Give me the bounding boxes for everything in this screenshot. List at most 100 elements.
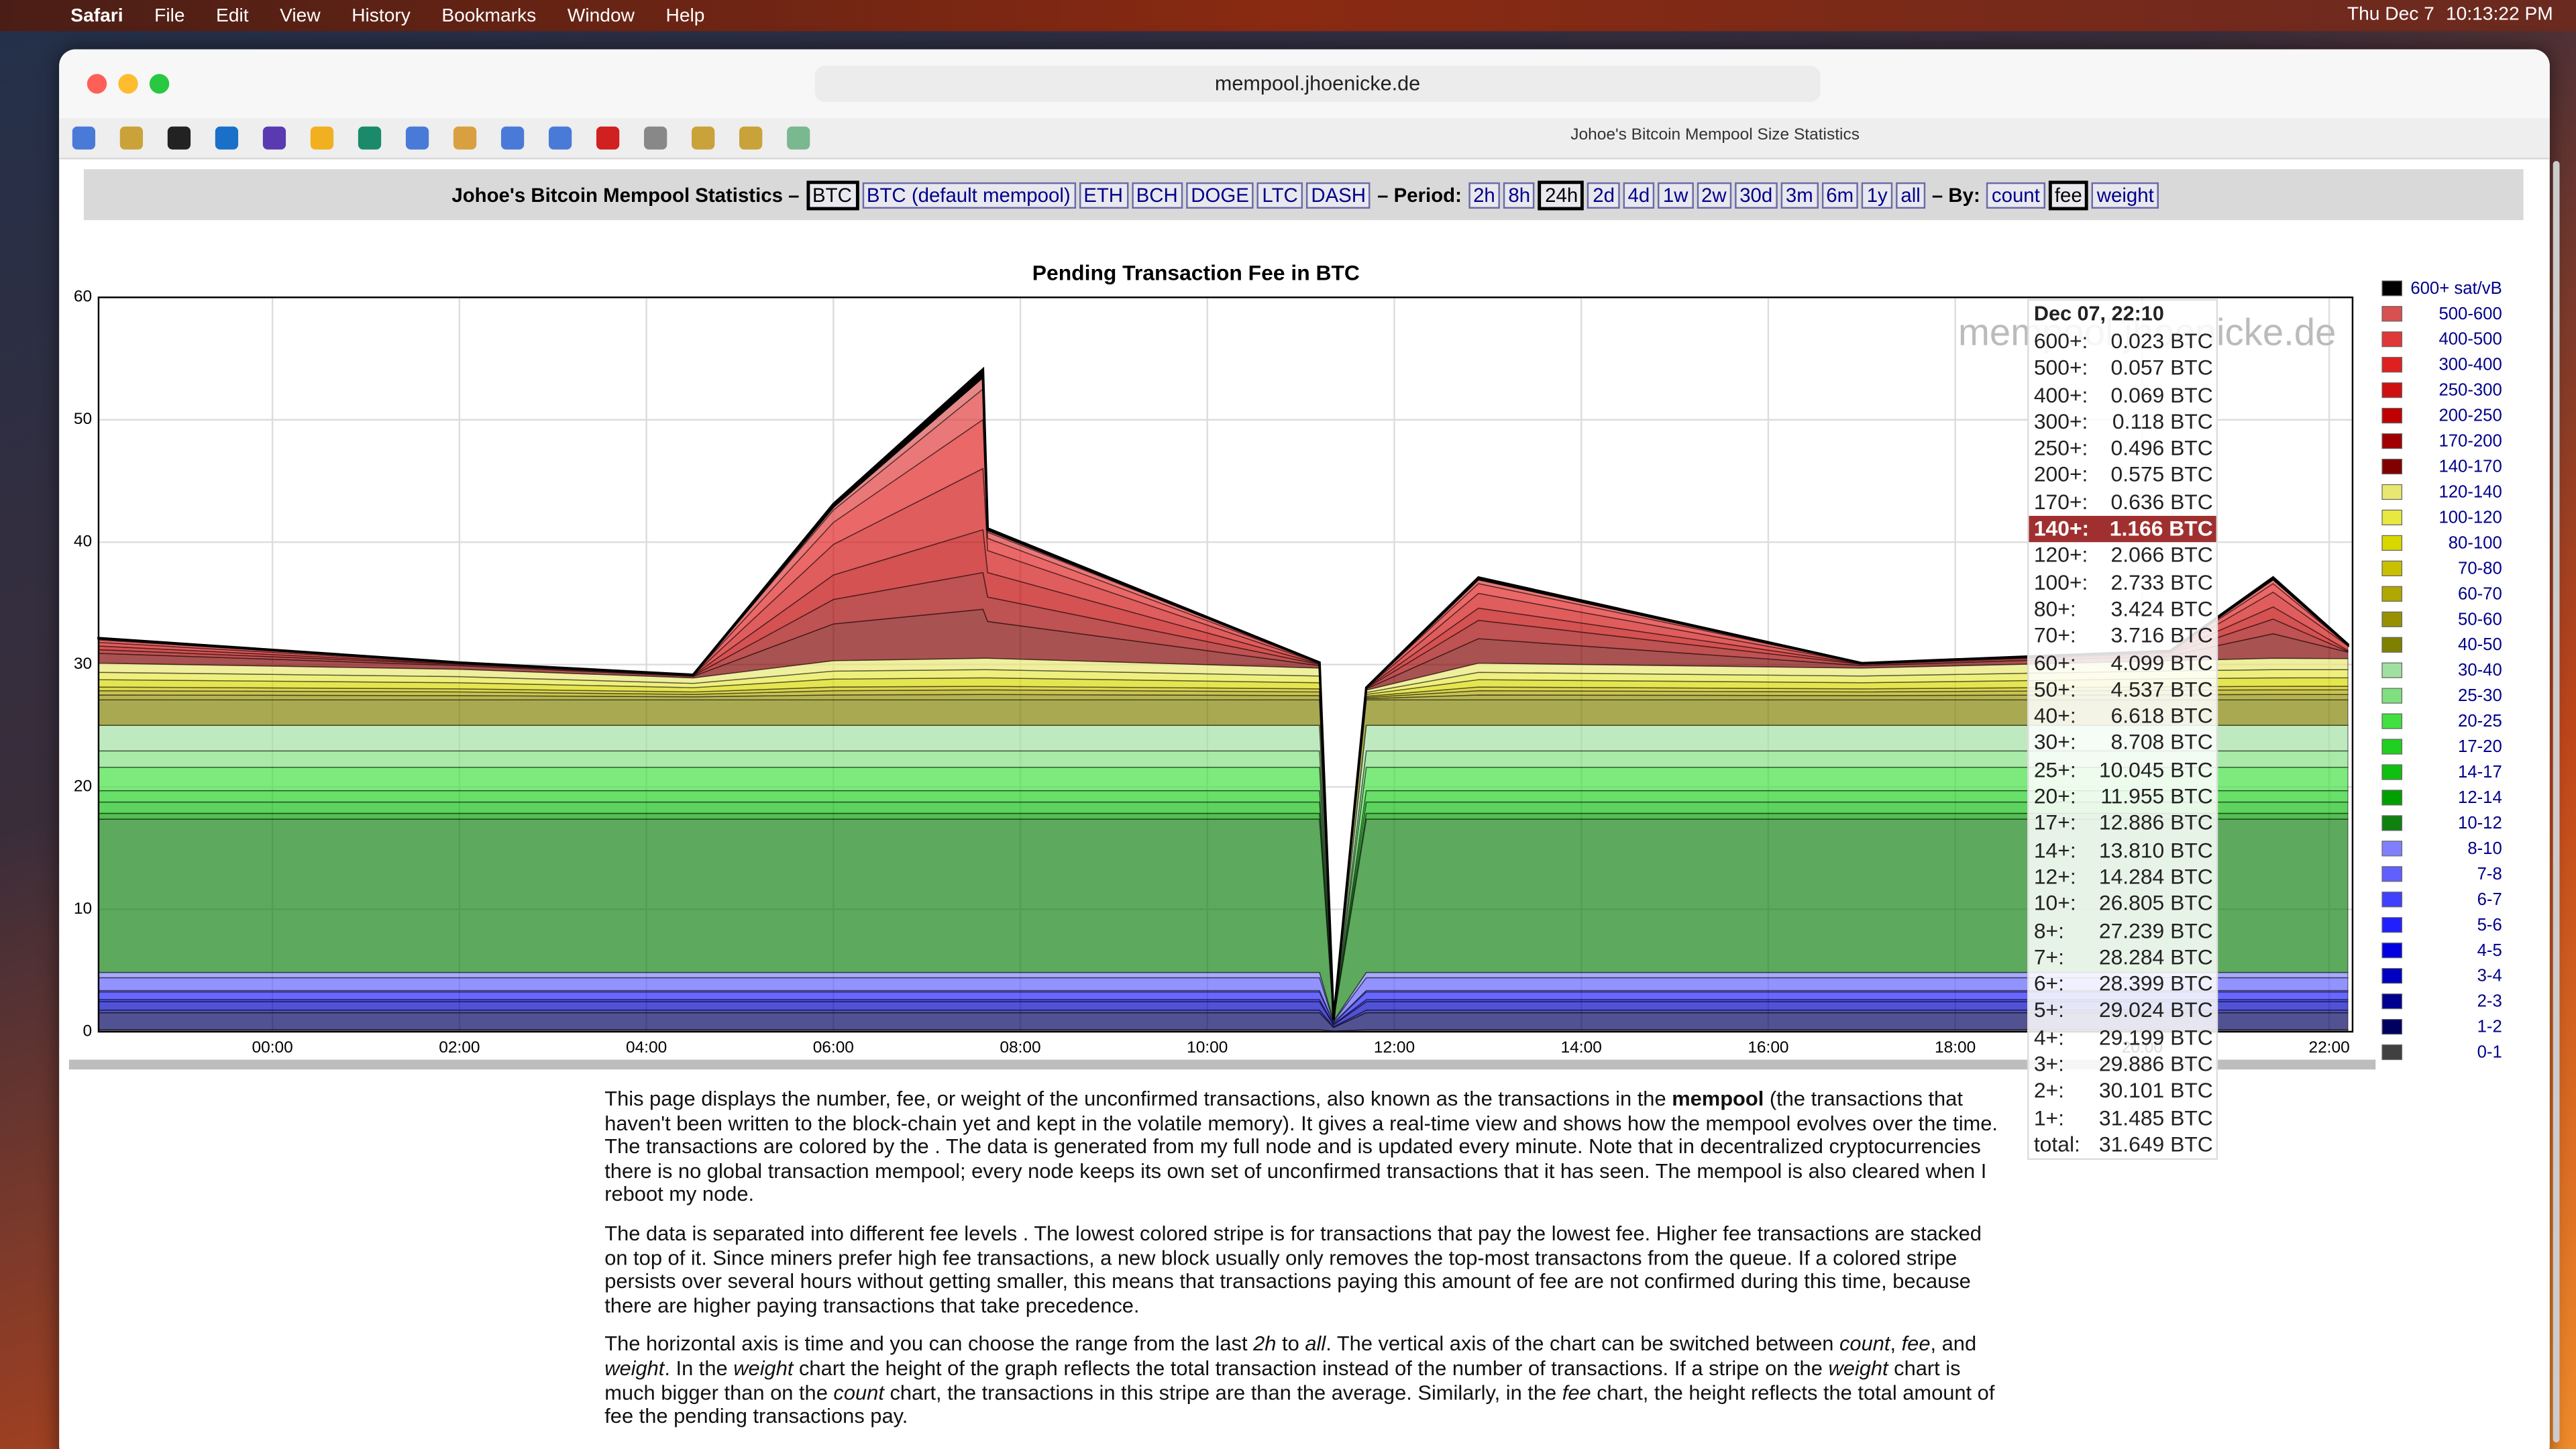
legend-label: 400-500	[2438, 330, 2502, 349]
bookmark[interactable]	[548, 126, 572, 150]
tooltip-row: 4+: 29.199 BTC	[2029, 1024, 2216, 1051]
legend-label: 40-50	[2458, 635, 2502, 654]
paragraph: The horizontal axis is time and you can …	[604, 1333, 2001, 1429]
legend-label: 4-5	[2477, 941, 2502, 960]
legend-label: 7-8	[2477, 865, 2502, 883]
tooltip-value: 29.199 BTC	[2098, 1024, 2213, 1050]
nav-button[interactable]: 2w	[1696, 181, 1731, 208]
nav-button[interactable]: fee	[2048, 180, 2089, 210]
vertical-scrollbar[interactable]	[2553, 161, 2560, 1443]
menu-item[interactable]: Bookmarks	[441, 5, 537, 25]
legend-swatch	[2381, 968, 2403, 984]
legend-label: 5-6	[2477, 916, 2502, 934]
area	[97, 366, 2349, 1020]
bookmark[interactable]	[358, 126, 382, 150]
text-run: mempool	[1672, 1087, 1764, 1111]
nav-button[interactable]: 2d	[1587, 181, 1620, 208]
tooltip-label: 120+:	[2033, 543, 2088, 568]
nav-button[interactable]: 24h	[1538, 180, 1585, 210]
time: 10:13:22 PM	[2445, 5, 2553, 25]
x-tick-label: 22:00	[2308, 1038, 2349, 1057]
nav-button[interactable]: ETH	[1078, 181, 1128, 208]
bookmark[interactable]	[72, 126, 96, 150]
legend-swatch	[2381, 586, 2403, 602]
tooltip-value: 26.805 BTC	[2098, 890, 2213, 916]
close-button[interactable]	[87, 74, 107, 94]
legend-label: 80-100	[2449, 533, 2502, 552]
minimize-button[interactable]	[118, 74, 138, 94]
nav-button[interactable]: weight	[2092, 181, 2159, 208]
menu-item[interactable]: History	[352, 5, 411, 25]
tooltip-label: 140+:	[2033, 516, 2090, 541]
nav-button[interactable]: all	[1896, 181, 1926, 208]
tooltip-label: 40+:	[2033, 703, 2076, 729]
tooltip-value: 8.708 BTC	[2110, 730, 2213, 755]
tooltip-value: 4.099 BTC	[2110, 649, 2213, 675]
bookmark[interactable]	[692, 126, 715, 150]
menu-items: File Edit View History Bookmarks Window Help	[123, 5, 705, 25]
bookmark[interactable]	[787, 126, 810, 150]
tooltip-row: 500+: 0.057 BTC	[2029, 356, 2216, 382]
nav-button[interactable]: DOGE	[1185, 181, 1254, 208]
period-label: – Period:	[1377, 183, 1462, 207]
nav-button[interactable]: DASH	[1306, 181, 1371, 208]
menu-item[interactable]: Edit	[216, 5, 249, 25]
nav-button[interactable]: 3m	[1780, 181, 1819, 208]
bookmark[interactable]	[739, 126, 763, 150]
text-run: weight	[604, 1356, 665, 1380]
y-tick-label: 40	[74, 533, 92, 551]
bookmark[interactable]	[215, 126, 239, 150]
bookmark[interactable]	[119, 126, 144, 150]
tooltip-row: 20+: 11.955 BTC	[2029, 784, 2216, 810]
menu-item[interactable]: View	[280, 5, 321, 25]
bookmark[interactable]	[405, 126, 429, 150]
nav-button[interactable]: 4d	[1623, 181, 1655, 208]
nav-button[interactable]: LTC	[1257, 181, 1303, 208]
bookmark[interactable]	[262, 126, 286, 150]
tooltip-row: 40+: 6.618 BTC	[2029, 704, 2216, 731]
nav-button[interactable]: 8h	[1503, 181, 1536, 208]
nav-button[interactable]: BCH	[1131, 181, 1183, 208]
tooltip-value: 6.618 BTC	[2110, 703, 2213, 729]
legend-swatch	[2381, 637, 2403, 653]
legend-swatch	[2381, 357, 2403, 373]
nav-button[interactable]: 1w	[1658, 181, 1693, 208]
chart: Pending Transaction Fee in BTC 0 10 20 30 40…	[74, 260, 2502, 1061]
menu-item[interactable]: Help	[665, 5, 705, 25]
area	[98, 694, 2349, 1020]
nav-button[interactable]: BTC	[806, 180, 859, 210]
nav-button[interactable]: count	[1986, 181, 2045, 208]
legend-label: 100-120	[2438, 508, 2502, 527]
legend-swatch	[2381, 662, 2403, 678]
nav-button[interactable]: BTC (default mempool)	[861, 181, 1076, 208]
nav-button[interactable]: 6m	[1821, 181, 1859, 208]
menu-item[interactable]: File	[154, 5, 185, 25]
nav-button[interactable]: 1y	[1862, 181, 1893, 208]
zoom-button[interactable]	[149, 74, 170, 94]
nav-button[interactable]: 2h	[1468, 181, 1501, 208]
text-run: count	[1839, 1332, 1890, 1356]
address-bar[interactable]: mempool.jhoenicke.de	[814, 65, 1821, 102]
menu-app[interactable]: Safari	[70, 5, 123, 25]
legend-label: 70-80	[2458, 559, 2502, 578]
site-title: Johoe's Bitcoin Mempool Statistics –	[451, 183, 800, 207]
tooltip-label: 20+:	[2033, 784, 2076, 809]
nav-button[interactable]: 30d	[1734, 181, 1778, 208]
tab-title[interactable]: Johoe's Bitcoin Mempool Size Statistics	[1570, 126, 1860, 145]
horizontal-scrollbar[interactable]	[68, 1059, 2376, 1070]
y-tick-label: 30	[74, 655, 92, 673]
bookmark[interactable]	[644, 126, 667, 150]
x-tick-label: 16:00	[1748, 1038, 1788, 1057]
bookmark[interactable]	[310, 126, 334, 150]
bookmark[interactable]	[596, 126, 620, 150]
legend-label: 50-60	[2458, 610, 2502, 629]
menu-item[interactable]: Window	[567, 5, 635, 25]
legend-label: 600+ sat/vB	[2410, 279, 2502, 298]
period-buttons: 2h 8h 24h 2d 4d 1w 2w 30d 3m 6m 1y all	[1466, 180, 1927, 210]
legend-swatch	[2381, 331, 2403, 347]
bookmark[interactable]	[167, 126, 191, 150]
bookmark[interactable]	[500, 126, 525, 150]
bookmark[interactable]	[453, 126, 477, 150]
tooltip-row: 400+: 0.069 BTC	[2029, 382, 2216, 409]
